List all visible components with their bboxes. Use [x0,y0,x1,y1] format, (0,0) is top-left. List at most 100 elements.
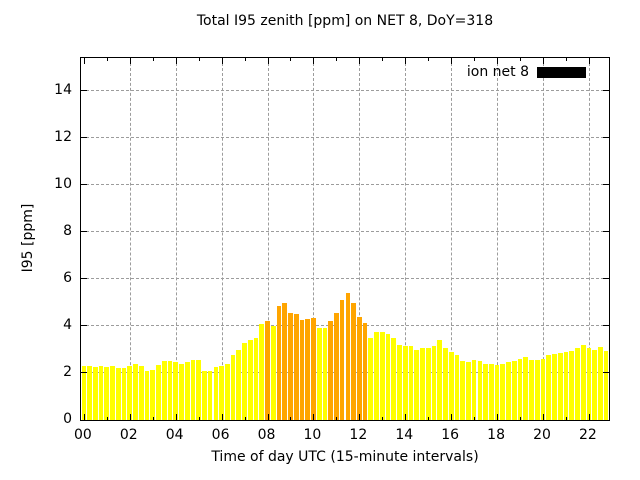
bar-15:00 [425,348,431,420]
tick-mark [474,417,476,420]
tick-mark [244,417,246,420]
bar-12:30 [368,337,374,420]
tick-mark [83,58,85,64]
x-tick-label: 04 [165,427,184,443]
legend-swatch [537,66,586,78]
tick-mark [520,58,522,61]
bar-01:00 [104,367,110,420]
bar-09:45 [305,319,311,420]
bar-20:30 [552,354,557,420]
tick-mark [603,325,609,327]
bar-11:15 [339,300,345,420]
bar-04:45 [190,360,196,420]
bar-16:00 [448,351,454,420]
bar-22:30 [598,347,603,420]
bar-01:45 [121,368,127,420]
tick-mark [175,58,177,64]
bar-19:30 [529,360,534,420]
tick-mark [497,414,499,420]
x-axis-tick-labels: 00 02 04 06 08 10 12 14 16 18 20 22 [74,427,608,445]
tick-mark [474,58,476,61]
bar-11:45 [351,302,356,420]
bar-19:00 [517,358,523,420]
tick-mark [152,58,154,61]
bar-17:30 [483,363,488,420]
gridline-v [451,58,453,420]
tick-mark [267,58,269,64]
tick-mark [603,137,609,139]
bar-06:45 [236,349,242,420]
bar-12:45 [374,331,379,420]
bar-05:15 [202,370,207,420]
bar-13:00 [379,331,385,420]
gridline-v [497,58,499,420]
tick-mark [520,417,522,420]
tick-mark [428,417,430,420]
bar-04:30 [184,362,190,420]
bar-03:45 [167,361,173,420]
bar-22:15 [592,349,598,420]
bar-11:30 [345,293,351,420]
bar-16:45 [466,362,471,420]
bar-07:45 [259,323,265,420]
tick-mark [603,231,609,233]
bar-17:45 [488,363,494,420]
tick-mark [588,414,590,420]
legend-label: ion net 8 [466,64,529,80]
bar-07:30 [253,337,259,420]
bar-13:30 [391,337,397,420]
tick-mark [129,58,131,64]
bar-02:15 [133,363,138,420]
tick-mark [336,417,338,420]
x-tick-label: 16 [441,427,460,443]
gridline-v [129,58,131,420]
tick-mark [175,414,177,420]
gridline-h [81,372,609,374]
bar-04:15 [179,363,184,420]
gridline-h [81,137,609,139]
tick-mark [451,414,453,420]
bar-09:15 [293,314,299,420]
bar-08:45 [282,302,288,420]
bar-17:15 [477,361,483,420]
bar-20:00 [540,358,546,420]
bar-11:00 [334,313,339,420]
bar-08:30 [276,306,282,420]
tick-mark [603,184,609,186]
bar-10:30 [322,328,328,420]
tick-mark [221,414,223,420]
tick-mark [81,137,87,139]
tick-mark [83,414,85,420]
x-axis-label: Time of day UTC (15-minute intervals) [211,449,479,465]
bar-22:00 [586,348,592,420]
bar-18:15 [500,363,506,420]
gridline-v [221,58,223,420]
plot-area: ion net 8 [80,57,610,421]
tick-mark [359,414,361,420]
tick-mark [244,58,246,61]
tick-mark [565,417,567,420]
tick-mark [497,58,499,64]
bar-08:15 [270,326,276,420]
tick-mark [543,58,544,64]
tick-mark [603,90,609,92]
tick-mark [603,278,609,280]
tick-mark [405,414,407,420]
tick-mark [313,414,315,420]
bar-21:45 [580,344,586,420]
bar-14:45 [420,348,425,420]
bar-13:15 [385,334,391,420]
bar-00:30 [92,367,98,420]
tick-mark [565,58,567,61]
y-axis-tick-labels: 0 2 4 6 8 10 12 14 [36,57,72,427]
x-tick-label: 06 [211,427,230,443]
tick-mark [221,58,223,64]
x-tick-label: 10 [303,427,322,443]
tick-mark [428,58,430,61]
x-tick-label: 18 [487,427,505,443]
x-tick-label: 20 [533,427,551,443]
tick-mark [603,372,609,374]
tick-mark [313,58,315,64]
bar-05:00 [196,360,202,420]
